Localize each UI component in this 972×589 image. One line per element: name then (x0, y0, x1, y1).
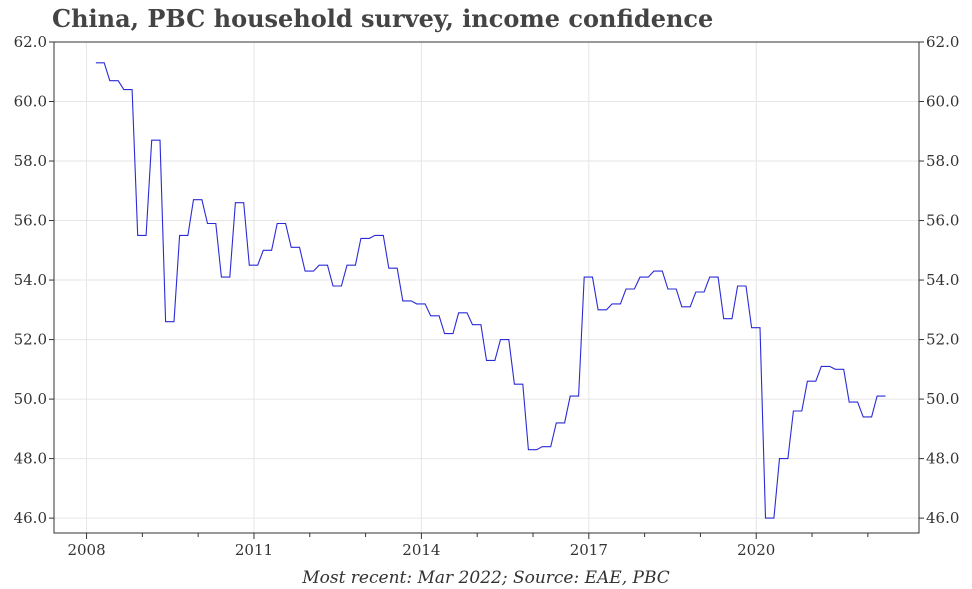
x-tick-label: 2008 (67, 541, 105, 559)
y-tick-label-right: 50.0 (926, 390, 959, 408)
y-tick-label-right: 56.0 (926, 212, 959, 230)
y-tick-label-left: 50.0 (14, 390, 47, 408)
axis-ticks (49, 41, 924, 539)
y-tick-label-left: 62.0 (14, 33, 47, 51)
y-tick-label-left: 48.0 (14, 450, 47, 468)
axis-labels: 46.0 46.0 48.0 48.0 50.0 50.0 52.0 52.0 54.0 54.0… (14, 33, 960, 559)
y-tick-label-left: 58.0 (14, 152, 47, 170)
y-tick-label-left: 46.0 (14, 509, 47, 527)
y-tick-label-left: 56.0 (14, 212, 47, 230)
x-tick-label: 2011 (235, 541, 273, 559)
y-tick-label-right: 48.0 (926, 450, 959, 468)
plot-frame (53, 41, 920, 534)
income-confidence-line (95, 62, 886, 519)
x-tick-label: 2017 (570, 541, 608, 559)
y-tick-label-right: 46.0 (926, 509, 959, 527)
y-tick-label-right: 52.0 (926, 331, 959, 349)
y-tick-label-right: 60.0 (926, 93, 959, 111)
grid-lines (54, 41, 919, 533)
y-tick-label-left: 60.0 (14, 93, 47, 111)
y-tick-label-right: 58.0 (926, 152, 959, 170)
x-tick-label: 2020 (737, 541, 775, 559)
y-tick-label-right: 54.0 (926, 271, 959, 289)
chart-title: China, PBC household survey, income conf… (52, 4, 714, 33)
y-tick-label-left: 52.0 (14, 331, 47, 349)
x-tick-label: 2014 (402, 541, 440, 559)
y-tick-label-left: 54.0 (14, 271, 47, 289)
chart-footer: Most recent: Mar 2022; Source: EAE, PBC (301, 568, 670, 588)
y-tick-label-right: 62.0 (926, 33, 959, 51)
